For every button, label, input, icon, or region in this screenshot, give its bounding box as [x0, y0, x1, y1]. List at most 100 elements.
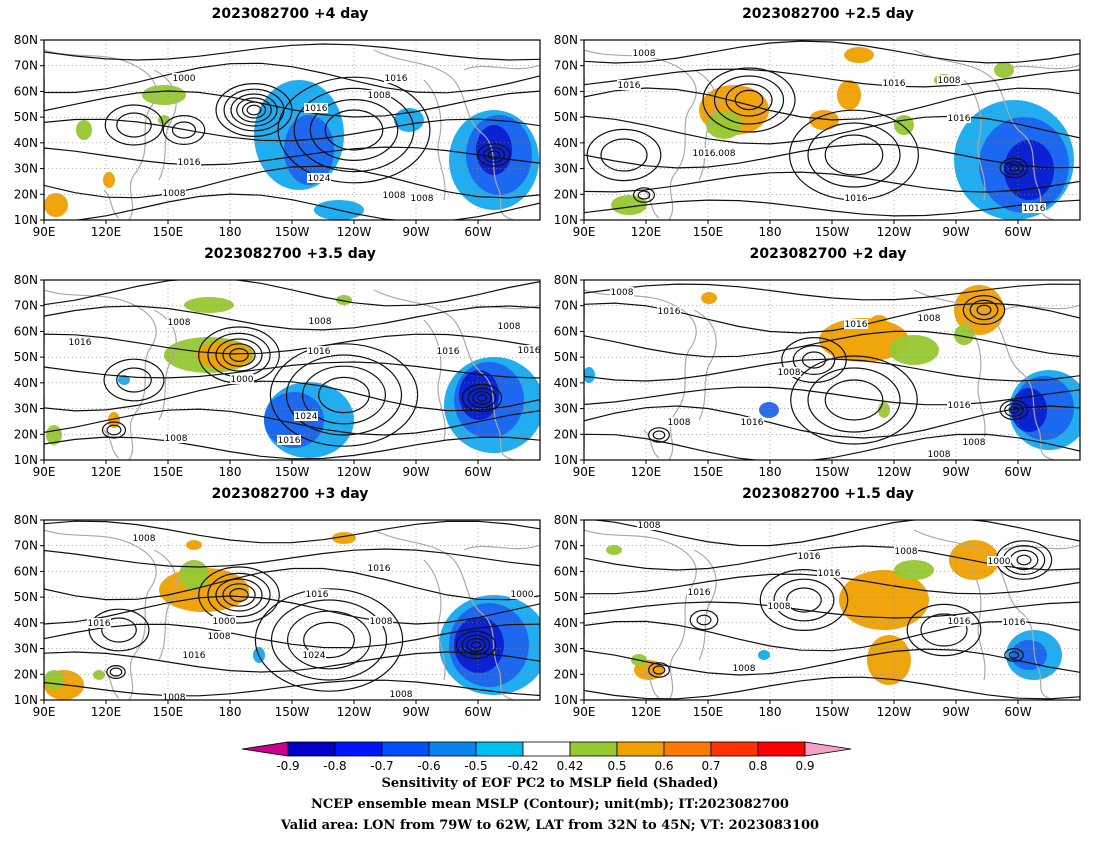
isobar-label: 1016 [308, 347, 331, 357]
isobar-closed-contour [920, 613, 968, 647]
isobar-label: 1008 [928, 450, 951, 460]
sensitivity-shading [336, 295, 352, 305]
isobar-closed-contour [222, 583, 256, 607]
coastline [963, 319, 986, 441]
coastline [463, 544, 540, 551]
sensitivity-shading [894, 560, 934, 580]
sensitivity-shading [1011, 388, 1047, 432]
lon-tick-label: 60W [1004, 465, 1031, 479]
isobar-label: 1016 [845, 320, 868, 330]
isobar-line [44, 651, 540, 673]
isobar-label-bg [510, 589, 534, 599]
isobar-line [584, 143, 1080, 169]
isobar-closed-contour [246, 104, 262, 116]
isobar-label: 1008 [165, 434, 188, 444]
isobar-closed-contour [109, 667, 123, 677]
isobar-label: 1008 [133, 534, 156, 544]
coastline [44, 49, 157, 220]
isobar-label-bg [817, 568, 841, 578]
coastline [44, 289, 157, 460]
isobar-label: 1000 [173, 74, 196, 84]
lat-tick-label: 50N [554, 590, 578, 604]
lon-tick-label: 90E [33, 465, 56, 479]
isobar-label: 1000 [511, 590, 534, 600]
isobar-closed-contour [103, 358, 165, 402]
isobar-closed-contour [270, 599, 388, 681]
isobar-label-bg [177, 157, 201, 167]
sensitivity-shading [809, 110, 839, 130]
isobar-label-bg [367, 563, 391, 573]
isobar-closed-contour [101, 617, 137, 643]
isobar-closed-contour [807, 367, 901, 433]
isobar-line [584, 573, 1080, 595]
isobar-closed-contour [1016, 554, 1032, 566]
sensitivity-shading [949, 540, 999, 580]
isobar-line [44, 408, 540, 436]
isobar-label-bg [987, 556, 1011, 566]
isobar-label: 1024 [295, 412, 318, 422]
isobar-closed-contour [976, 304, 992, 316]
isobar-closed-contour [241, 101, 267, 119]
lon-tick-label: 150W [815, 225, 850, 239]
lon-tick-label: 120E [631, 225, 662, 239]
lat-tick-label: 60N [554, 564, 578, 578]
map-plot-area: 1008 1016 1016 1008 1008 1016 1008 1016 1008 1008 [584, 280, 1080, 460]
isobar-closed-contour [470, 641, 482, 649]
isobar-closed-contour [101, 421, 127, 439]
sensitivity-shading [889, 335, 939, 365]
lat-tick-label: 30N [554, 402, 578, 416]
isobar-line [584, 405, 1080, 439]
lon-tick-label: 120E [631, 705, 662, 719]
isobar-closed-contour [215, 338, 263, 372]
sensitivity-shading [867, 635, 911, 685]
isobar-label: 1008 [778, 368, 801, 378]
lat-tick-label: 20N [14, 187, 38, 201]
lat-tick-label: 80N [14, 273, 38, 287]
caption-line-1: Sensitivity of EOF PC2 to MSLP field (Sh… [381, 776, 719, 791]
lat-tick-label: 60N [14, 84, 38, 98]
lat-tick-label: 40N [14, 376, 38, 390]
lon-tick-label: 150W [275, 225, 310, 239]
isobar-line [584, 199, 1080, 217]
panel-title-2: 2023082700 +2.5 day [742, 6, 914, 22]
isobar-closed-contour [773, 578, 835, 622]
sensitivity-shading [179, 560, 209, 590]
isobar-line [44, 305, 540, 331]
colorbar-segment [428, 741, 477, 757]
isobar-label: 1008 [733, 664, 756, 674]
isobar-closed-contour [324, 109, 384, 151]
lon-tick-label: 60W [464, 705, 491, 719]
lon-tick-label: 150E [153, 225, 184, 239]
isobar-label: 1008 [963, 438, 986, 448]
isobar-label: 1008 [938, 76, 961, 86]
isobar-label-bg [308, 316, 332, 326]
isobar-label-bg [732, 663, 756, 673]
lon-tick-label: 90W [402, 225, 429, 239]
sensitivity-shading [954, 325, 974, 345]
isobar-label: 1016 [69, 338, 92, 348]
lat-tick-label: 80N [554, 33, 578, 47]
isobar-closed-contour [807, 122, 901, 188]
sensitivity-shading [878, 402, 890, 418]
isobar-label: 1008 [370, 617, 393, 627]
lon-tick-label: 150W [275, 465, 310, 479]
lon-tick-label: 90W [942, 225, 969, 239]
isobar-line [44, 567, 540, 601]
isobar-label-bg [497, 321, 521, 331]
panel-title-1: 2023082700 +4 day [211, 6, 369, 22]
lon-tick-label: 150E [693, 225, 724, 239]
colorbar-tick-label: 0.8 [748, 759, 767, 773]
isobar-closed-contour [734, 89, 764, 111]
sensitivity-shading [611, 195, 647, 215]
isobar-closed-contour [648, 427, 670, 443]
isobar-label-bg [947, 400, 971, 410]
isobar-label-bg [382, 190, 406, 200]
isobar-label-bg [657, 306, 681, 316]
map-plot-area: 1008 1016 1000 1008 1016 1016 1024 1016 1008 1008… [44, 280, 540, 460]
sensitivity-shading [894, 115, 914, 135]
lat-tick-label: 20N [554, 427, 578, 441]
sensitivity-shading [394, 108, 424, 132]
lat-tick-label: 70N [554, 539, 578, 553]
colorbar-segment [381, 741, 430, 757]
colorbar-tick-label: -0.7 [370, 759, 393, 773]
